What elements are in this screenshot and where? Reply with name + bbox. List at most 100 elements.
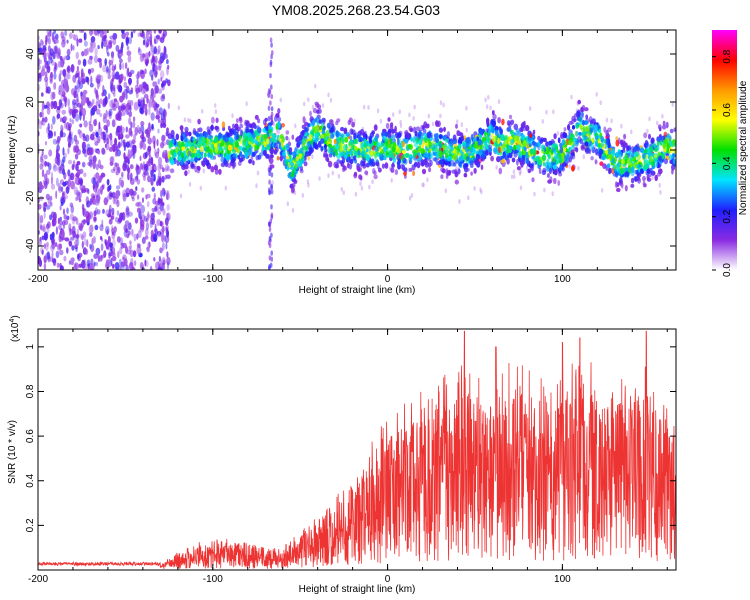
spectrogram-cell (246, 120, 250, 127)
spectrogram-cell (166, 251, 169, 258)
spectrogram-cell (139, 53, 144, 63)
spectrogram-cell (158, 30, 163, 34)
spectrogram-cell (279, 154, 283, 162)
spectrogram-cell (110, 79, 114, 85)
spectrogram-cell (336, 159, 341, 164)
spectrogram-cell (232, 157, 236, 162)
spectrogram-cell (175, 146, 179, 153)
spectrogram-cell (41, 92, 44, 97)
spectrogram-cell (127, 171, 130, 181)
spectrogram-cell (59, 117, 63, 122)
spectrogram-cell (137, 48, 142, 56)
spectrogram-cell (94, 87, 97, 94)
spectrogram-cell (153, 192, 156, 199)
spectrogram-cell (341, 137, 345, 145)
spectrogram-cell (131, 229, 134, 238)
spectrogram-cell (108, 218, 113, 225)
spectrogram-cell (47, 122, 50, 132)
spectrogram-cell (236, 133, 240, 140)
spectrogram-cell (664, 137, 668, 144)
spectrogram-cell (54, 61, 57, 70)
spectrogram-cell (427, 149, 431, 154)
spectrogram-cell (633, 146, 637, 153)
spectrogram-cell (297, 139, 300, 145)
spectrogram-cell (58, 166, 62, 172)
spectrogram-cell (263, 133, 269, 140)
spectrogram-cell (141, 213, 146, 222)
spectrogram-cell (236, 118, 239, 123)
spectrogram-cell (140, 124, 145, 133)
spectrogram-cell (161, 229, 164, 239)
spectrogram-cell (59, 265, 64, 270)
spectrogram-cell (93, 119, 97, 127)
spectrogram-cell (610, 118, 613, 124)
spectrogram-cell (329, 133, 335, 139)
spectrogram-cell (154, 65, 158, 72)
spectrogram-cell (39, 156, 43, 163)
spectrogram-cell (41, 249, 44, 255)
spectrogram-cell (582, 154, 585, 160)
spectrogram-cell (343, 127, 348, 135)
spectrogram-cell (40, 224, 43, 230)
spectrogram-cell (97, 30, 101, 34)
spectrogram-cell (301, 129, 305, 136)
spectrogram-cell (70, 64, 75, 73)
spectrogram-cell (180, 152, 184, 159)
spectrogram-cell (125, 31, 130, 36)
spectrogram-cell (568, 164, 571, 169)
spectrogram-cell (241, 154, 245, 162)
spectrogram-cell (41, 102, 45, 111)
spectrogram-cell (442, 102, 445, 108)
spectrogram-cell (341, 166, 346, 173)
spectrogram-cell (153, 30, 157, 34)
spectrogram-cell (270, 42, 273, 48)
spectrogram-cell (630, 177, 635, 184)
spectrogram-cell (578, 131, 582, 136)
spectrogram-cell (160, 189, 163, 198)
spectrogram-cell (209, 125, 215, 130)
spectrogram-cell (63, 78, 66, 87)
spectrogram-cell (384, 162, 389, 169)
spectrogram-cell (438, 142, 442, 149)
spectrogram-cell (562, 132, 567, 139)
spectrogram-cell (89, 102, 94, 107)
spectrogram-cell (636, 145, 640, 151)
spectrogram-cell (164, 234, 170, 244)
spectrogram-cell (93, 261, 96, 267)
spectrogram-cell (157, 128, 160, 134)
spectrogram-cell (99, 113, 103, 117)
spectrogram-cell (529, 106, 532, 111)
snr-y-scale-exp: 4 (9, 319, 16, 323)
spectrogram-cell (74, 177, 79, 185)
spectrogram-cell (108, 60, 114, 66)
spectrogram-cell (491, 110, 495, 116)
spectrogram-cell (286, 155, 290, 161)
spectrogram-cell (624, 185, 628, 192)
spectrogram-cell (662, 143, 667, 150)
spectrogram-cell (614, 164, 617, 171)
spectrogram-cell (81, 51, 85, 57)
spectrogram-cell (459, 155, 464, 162)
spectrogram-cell (499, 128, 503, 135)
spectrogram-cell (127, 55, 132, 63)
spectrogram-cell (269, 62, 273, 68)
spectrogram-cell (363, 138, 367, 145)
spectrogram-cell (132, 146, 137, 154)
spectrogram-cell (106, 195, 110, 203)
spectrogram-cell (58, 73, 62, 82)
spectrogram-cell (76, 228, 80, 236)
spectrogram-cell (150, 169, 154, 178)
spectrogram-cell (616, 167, 620, 173)
spectrogram-cell (279, 133, 284, 140)
spectrogram-cell (362, 132, 367, 138)
spectrogram-cell (46, 65, 51, 74)
spectrogram-cell (464, 148, 470, 153)
spectrogram-cell (470, 133, 474, 141)
spectrogram-cell (467, 195, 470, 201)
spectrogram-cell (381, 163, 385, 169)
spectrogram-cell (650, 170, 656, 176)
spectrogram-cell (49, 195, 53, 201)
spectrogram-cell (601, 188, 604, 193)
spectrogram-cell (598, 148, 604, 155)
spectrogram-cell (191, 145, 195, 152)
